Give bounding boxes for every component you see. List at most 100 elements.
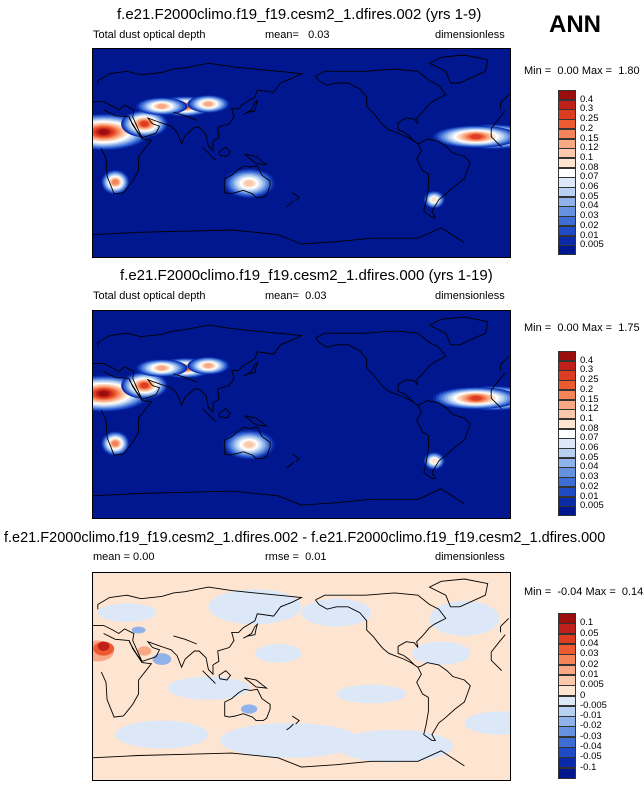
colorbar-cell — [558, 187, 576, 198]
coastline — [202, 670, 216, 684]
colorbar-cell — [558, 245, 576, 256]
colorbar-label: 0.1 — [580, 617, 594, 629]
colorbar-cell — [558, 747, 576, 758]
panel-1-title: f.e21.F2000climo.f19_f19.cesm2_1.dfires.… — [117, 6, 482, 23]
colorbar-label: 0.01 — [580, 668, 599, 680]
panel-2-max-label: Max = — [581, 322, 613, 334]
map-panel-2 — [92, 310, 511, 519]
colorbar-label: 0.04 — [580, 200, 599, 212]
colorbar-label: 0.04 — [580, 637, 599, 649]
panel-2-mean-label: mean= — [265, 290, 299, 302]
colorbar-cell — [558, 674, 576, 686]
panel-1-min-label: Min = — [524, 65, 552, 77]
panel-1-max-value: 1.80 — [618, 65, 640, 77]
colorbar-label: 0.06 — [580, 442, 599, 454]
colorbar-label: 0.03 — [580, 210, 599, 222]
coastline — [416, 662, 471, 741]
colorbar-cell — [558, 109, 576, 120]
coastline — [428, 578, 489, 608]
colorbar-cell — [558, 138, 576, 149]
coastline — [173, 111, 197, 121]
coastline — [173, 635, 197, 645]
colorbar-cell — [558, 448, 576, 459]
dust-contour — [470, 395, 482, 401]
coastline — [92, 324, 510, 414]
colorbar-label: 0.03 — [580, 471, 599, 483]
colorbar-cell — [558, 351, 576, 362]
colorbar-cell — [558, 128, 576, 140]
dust-contour — [244, 180, 254, 187]
panel-2-units: dimensionless — [435, 290, 505, 302]
diff-contour-negative — [464, 711, 511, 735]
diff-contour-negative — [412, 641, 471, 665]
colorbar-cell — [558, 90, 576, 101]
colorbar-cell — [558, 206, 576, 217]
colorbar-label: 0.08 — [580, 422, 599, 434]
colorbar-cell — [558, 633, 576, 645]
colorbar-label: 0.07 — [580, 171, 599, 183]
panel-3-rmse: rmse = 0.01 — [265, 551, 326, 563]
colorbar-cell — [558, 705, 576, 717]
coastline — [92, 490, 302, 506]
diff-contour-negative — [336, 684, 407, 704]
panel-2-min-value: 0.00 — [557, 322, 579, 334]
season-label: ANN — [549, 11, 601, 38]
colorbar-label: 0.01 — [580, 229, 599, 241]
colorbar-label: 0.005 — [580, 239, 604, 251]
coastline — [243, 360, 259, 377]
panel-3-title: f.e21.F2000climo.f19_f19.cesm2_1.dfires.… — [4, 530, 606, 546]
colorbar-label: 0 — [580, 689, 586, 701]
colorbar-cell — [558, 99, 576, 110]
colorbar-cell — [558, 148, 576, 159]
dust-contour — [98, 129, 109, 135]
coastline — [92, 229, 302, 245]
diff-contour-positive — [97, 641, 110, 651]
colorbar-cell — [558, 467, 576, 478]
diff-contour-negative — [167, 676, 250, 700]
panel-1-mean-value: 0.03 — [308, 29, 330, 41]
panel-1-units: dimensionless — [435, 29, 505, 41]
colorbar-label: 0.02 — [580, 658, 599, 670]
colorbar-cell — [558, 399, 576, 410]
colorbar-label: -0.04 — [580, 741, 602, 753]
map-frame — [92, 572, 511, 781]
panel-3-minmax: Min = -0.04 Max = 0.14 — [524, 586, 643, 598]
diff-contour-negative — [115, 720, 209, 749]
panel-1-min-value: 0.00 — [557, 65, 579, 77]
colorbar-panel-3: 0.1 0.05 0.04 0.03 0.02 0.01 0.005 0 -0.005 -0.01… — [558, 613, 638, 779]
coastline — [286, 723, 294, 731]
coastline — [224, 688, 271, 722]
coastline — [416, 138, 471, 218]
panel-1-mean: mean= 0.03 — [265, 29, 330, 41]
coastline — [315, 592, 447, 668]
colorbar-cell — [558, 389, 576, 401]
colorbar-label: 0.01 — [580, 490, 599, 502]
colorbar-cell — [558, 736, 576, 748]
panel-3-min-label: Min = — [524, 586, 552, 598]
diff-contour-negative — [152, 653, 172, 665]
colorbar-cell — [558, 225, 576, 237]
dust-contour — [204, 101, 213, 107]
colorbar-label: 0.3 — [580, 364, 594, 376]
coastline — [416, 400, 471, 479]
coastline — [202, 408, 216, 422]
map-background — [92, 48, 511, 258]
coastline — [243, 99, 259, 115]
coastline — [244, 153, 269, 166]
colorbar-label: 0.04 — [580, 461, 599, 473]
coastline — [286, 200, 294, 208]
dust-contour — [111, 179, 119, 185]
panel-3-units: dimensionless — [435, 551, 505, 563]
colorbar-label: 0.4 — [580, 93, 594, 105]
colorbar-cell — [558, 477, 576, 488]
panel-1-mean-label: mean= — [265, 29, 299, 41]
coastline — [243, 622, 259, 639]
colorbar-cell — [558, 623, 576, 635]
colorbar-label: 0.2 — [580, 122, 594, 134]
coastline — [92, 752, 302, 768]
colorbar-label: -0.02 — [580, 720, 602, 732]
panel-2-minmax: Min = 0.00 Max = 1.75 — [524, 322, 640, 334]
coastline — [244, 415, 269, 427]
colorbar-cell — [558, 726, 576, 738]
colorbar-label: 0.1 — [580, 151, 594, 163]
